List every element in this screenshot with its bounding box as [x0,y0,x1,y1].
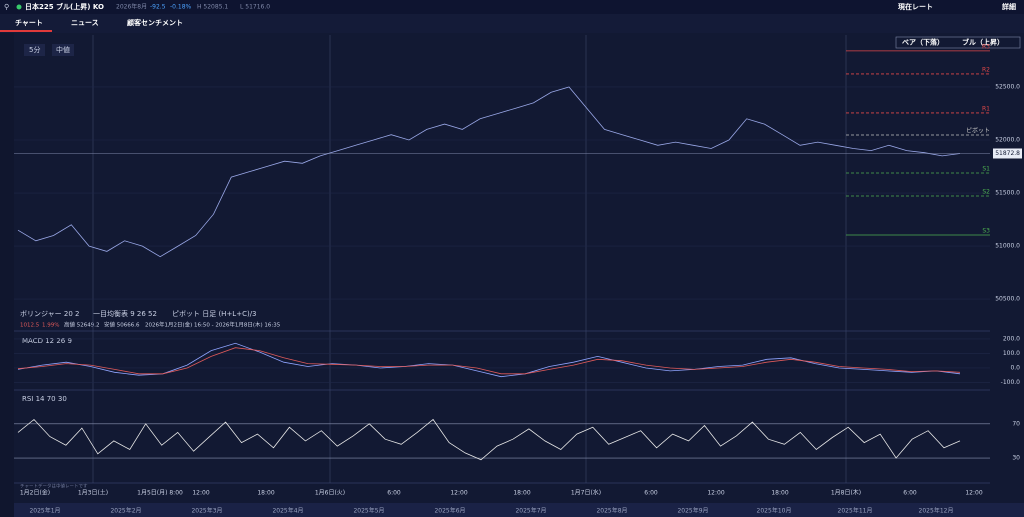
change: -92.5 [150,4,166,11]
low: L 51716.0 [240,4,270,11]
x-tick-label: 1月3日(土) [78,489,108,497]
y-tick-label: 51500.0 [995,190,1020,197]
search-icon[interactable]: ⚲ [4,3,9,11]
navigator-label: 2025年3月 [191,507,222,515]
x-tick-label: 6:00 [644,490,658,497]
navigator-label: 2025年7月 [515,507,546,515]
pivot-label: ピボット [966,127,990,135]
indicator: 一目均衡表 9 26 52 [93,309,157,318]
navigator-label: 2025年10月 [757,507,792,515]
x-tick-label: 1月2日(金) [20,489,50,497]
price-type: 中値 [56,45,70,54]
pivot-label: R1 [982,105,990,112]
macd-label: MACD 12 26 9 [22,337,72,345]
interval-button[interactable] [24,44,45,56]
series-line [17,86,961,258]
x-tick-label: 12:00 [450,490,467,497]
tab-underline [0,30,52,32]
x-tick-label: 12:00 [965,490,982,497]
pivot-label: R3 [982,43,990,50]
y-tick-label: 51000.0 [995,243,1020,250]
rsi-label: RSI 14 70 30 [22,395,67,403]
y-tick-label: 52000.0 [995,137,1020,144]
navigator[interactable] [14,503,1024,517]
tab[interactable]: チャート [15,19,43,27]
summary-low: 安値 50666.6 [104,321,140,329]
pivot-label: S1 [982,165,990,172]
last-price: 51872.8 [995,150,1020,157]
navigator-label: 2025年8月 [596,507,627,515]
status-dot [16,4,22,10]
y-tick-label: 100.0 [1003,350,1020,357]
detail-button[interactable]: 詳細 [1002,2,1016,11]
x-tick-label: 18:00 [771,490,788,497]
summary-pct: 1.99% [42,323,59,329]
tab-bar [0,14,1024,33]
change-pct: -0.18% [170,4,192,11]
navigator-label: 2025年5月 [353,507,384,515]
x-tick-label: 12:00 [192,490,209,497]
y-tick-label: 50500.0 [995,296,1020,303]
expiry: 2026年8月 [116,3,147,11]
navigator-label: 2025年9月 [677,507,708,515]
tab[interactable]: 顧客センチメント [127,18,183,27]
navigator-label: 2025年6月 [434,507,465,515]
summary-high: 高値 52649.2 [64,321,100,329]
pivot-label: R2 [982,66,990,73]
y-tick-label: 200.0 [1003,335,1020,342]
x-tick-label: 1月5日(月) 8:00 [137,490,183,497]
y-tick-label: 0.0 [1010,364,1020,371]
navigator-label: 2025年4月 [272,507,303,515]
interval: 5分 [29,45,40,54]
summary-change: 1012.5 [20,323,40,329]
y-tick-label: 30 [1012,455,1020,462]
x-tick-label: 1月8日(木) [831,489,861,497]
tab[interactable]: ニュース [71,19,99,27]
navigator-label: 2025年1月 [29,507,60,515]
series-line [17,342,961,378]
pivot-label: S3 [982,228,990,235]
top-bar [0,0,1024,14]
indicator: ピボット 日足 (H+L+C)/3 [172,310,257,318]
navigator-label: 2025年11月 [838,507,873,515]
left-toolbar [0,33,14,517]
y-tick-label: 70 [1012,420,1020,427]
x-tick-label: 1月7日(水) [571,489,601,497]
x-tick-label: 18:00 [513,490,530,497]
navigator-label: 2025年12月 [919,507,954,515]
y-tick-label: -100.0 [1001,379,1021,386]
x-tick-label: 1月6日(火) [315,490,345,497]
y-tick-label: 52500.0 [995,83,1020,90]
symbol: 日本225 ブル(上昇) KO [25,2,104,11]
high: H 52085.1 [197,4,228,11]
last-price-box [993,148,1022,159]
x-tick-label: 6:00 [903,490,917,497]
footnote: チャートデータは中値レートです [20,483,88,490]
x-tick-label: 6:00 [387,490,401,497]
indicator: ボリンジャー 20 2 [20,310,79,318]
bear[interactable]: ベア（下落） [902,38,944,47]
pivot-label: S2 [982,189,990,196]
series-line [17,347,961,375]
bull[interactable]: ブル（上昇） [962,38,1004,47]
summary-range: 2026年1月2日(金) 16:50 - 2026年1月8日(木) 16:35 [145,321,281,329]
x-tick-label: 18:00 [257,490,274,497]
series-line [17,418,961,461]
rate-button[interactable]: 現在レート [898,2,933,11]
sentiment-box[interactable] [895,36,1021,49]
x-tick-label: 12:00 [707,490,724,497]
price-type-button[interactable] [52,44,74,56]
navigator-label: 2025年2月 [110,507,141,515]
